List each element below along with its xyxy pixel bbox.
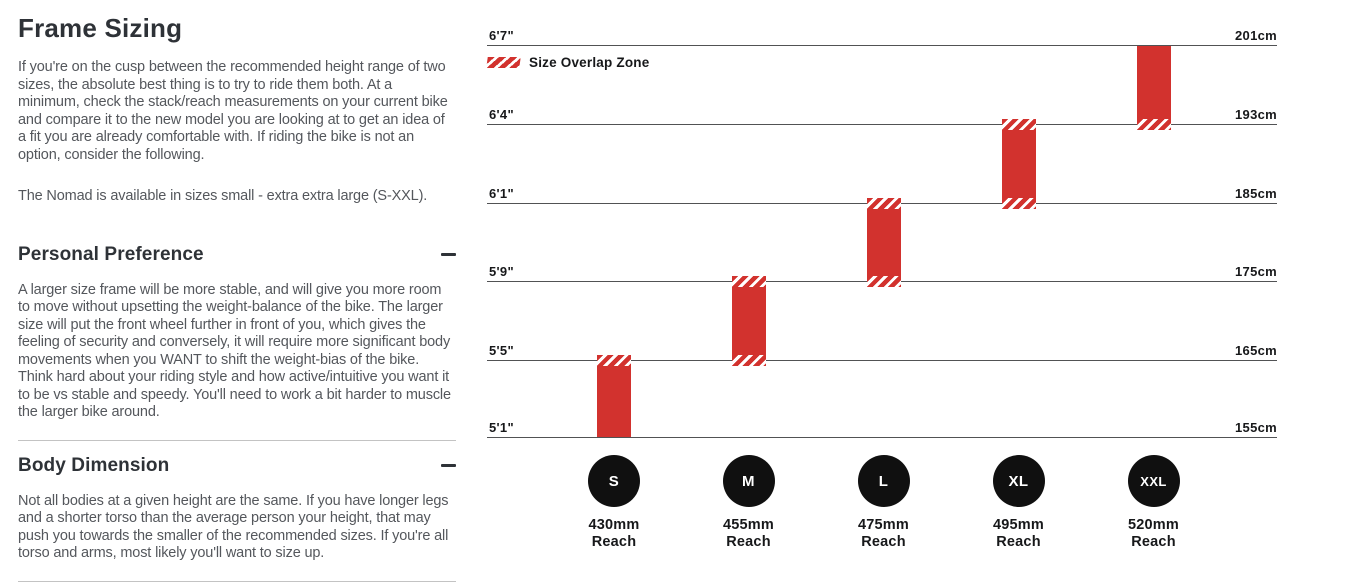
- accordion-section-body-dimension: Body Dimension Not all bodies at a given…: [18, 455, 456, 582]
- height-ft-label: 5'1": [489, 420, 514, 435]
- height-ft-label: 6'4": [489, 107, 514, 122]
- size-range-bar-m: [731, 276, 766, 366]
- section-body-personal-preference: A larger size frame will be more stable,…: [18, 281, 451, 421]
- size-range-bar-xl: [1001, 119, 1036, 209]
- height-ft-label: 6'7": [489, 28, 514, 43]
- intro-paragraph-1: If you're on the cusp between the recomm…: [18, 59, 448, 163]
- overlap-zone-top-xl: [1001, 119, 1036, 130]
- reach-label-xxl: 520mm Reach: [1128, 517, 1179, 550]
- page-title: Frame Sizing: [18, 13, 183, 43]
- frame-size-chart: Size Overlap Zone 6'7" 201cm 6'4" 193cm 6'1"…: [486, 0, 1277, 584]
- height-cm-label: 165cm: [1235, 343, 1277, 358]
- size-circle-xxl: XXL: [1127, 455, 1180, 507]
- intro-paragraph-2: The Nomad is available in sizes small - …: [18, 188, 428, 204]
- size-circle-l: L: [857, 455, 910, 507]
- height-gridline: [487, 45, 1277, 46]
- overlap-zone-top-m: [731, 276, 766, 287]
- overlap-zone-bottom-l: [866, 276, 901, 287]
- text-column: Frame Sizing If you're on the cusp betwe…: [18, 0, 456, 582]
- height-gridline: [487, 437, 1277, 438]
- height-cm-label: 155cm: [1235, 420, 1277, 435]
- size-circle-m: M: [722, 455, 775, 507]
- legend-label: Size Overlap Zone: [529, 55, 650, 70]
- height-ft-label: 5'9": [489, 264, 514, 279]
- section-divider: [18, 439, 456, 441]
- height-cm-label: 201cm: [1235, 28, 1277, 43]
- height-gridline: [487, 124, 1277, 125]
- accordion-header-personal-preference[interactable]: Personal Preference: [18, 244, 456, 266]
- size-circle-s: S: [588, 455, 640, 507]
- size-range-bar-l: [866, 198, 901, 287]
- height-gridline: [487, 360, 1277, 361]
- reach-label-l: 475mm Reach: [858, 517, 909, 550]
- height-cm-label: 185cm: [1235, 186, 1277, 201]
- collapse-minus-icon[interactable]: [441, 464, 456, 467]
- collapse-minus-icon[interactable]: [441, 253, 456, 256]
- size-range-bar-xxl: [1136, 46, 1171, 130]
- accordion-section-personal-preference: Personal Preference A larger size frame …: [18, 244, 456, 441]
- overlap-zone-bottom-xxl: [1136, 119, 1171, 130]
- height-cm-label: 193cm: [1235, 107, 1277, 122]
- overlap-zone-top-s: [597, 355, 631, 366]
- size-circle-xl: XL: [992, 455, 1045, 507]
- reach-label-m: 455mm Reach: [723, 517, 774, 550]
- section-divider: [18, 580, 456, 582]
- accordion-header-body-dimension[interactable]: Body Dimension: [18, 455, 456, 477]
- size-range-bar-s: [597, 355, 631, 437]
- overlap-zone-bottom-m: [731, 355, 766, 366]
- overlap-zone-top-l: [866, 198, 901, 209]
- section-heading-body-dimension: Body Dimension: [18, 454, 170, 476]
- reach-label-xl: 495mm Reach: [993, 517, 1044, 550]
- height-ft-label: 6'1": [489, 186, 514, 201]
- overlap-zone-bottom-xl: [1001, 198, 1036, 209]
- height-cm-label: 175cm: [1235, 264, 1277, 279]
- reach-label-s: 430mm Reach: [588, 517, 640, 550]
- overlap-hatch-swatch-icon: [486, 57, 521, 68]
- legend-size-overlap-zone: Size Overlap Zone: [486, 55, 650, 70]
- section-heading-personal-preference: Personal Preference: [18, 243, 204, 265]
- section-body-body-dimension: Not all bodies at a given height are the…: [18, 492, 449, 562]
- height-ft-label: 5'5": [489, 343, 514, 358]
